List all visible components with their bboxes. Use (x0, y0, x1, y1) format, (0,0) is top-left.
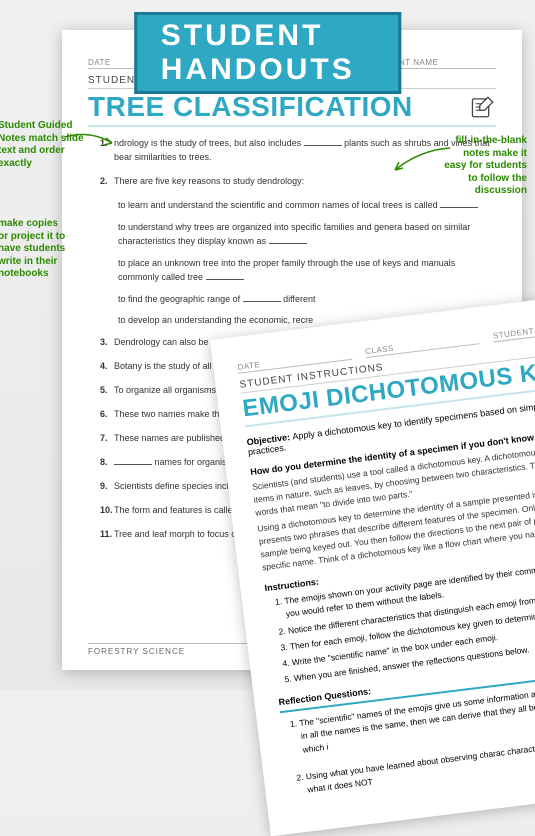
note-item: There are five key reasons to study dend… (100, 175, 496, 189)
annotation-fill-blank: fill-in-the-blank notes make it easy for… (439, 135, 527, 198)
title-banner: STUDENT HANDOUTS (134, 12, 402, 94)
note-subpoint: to place an unknown tree into the proper… (118, 257, 496, 285)
note-subpoint: to understand why trees are organized in… (118, 221, 496, 249)
note-subpoint: to learn and understand the scientific a… (118, 199, 496, 213)
doc-title: TREE CLASSIFICATION (88, 91, 413, 123)
title-banner-text: STUDENT HANDOUTS (161, 19, 355, 86)
pencil-note-icon (470, 94, 496, 120)
annotation-guided-notes: Student Guided Notes match slide text an… (0, 120, 84, 170)
note-subpoint: to find the geographic range of differen… (118, 293, 496, 307)
note-item: ndrology is the study of trees, but also… (100, 137, 496, 165)
footer-label: FORESTRY SCIENCE (88, 643, 248, 656)
annotation-make-copies: make copies or project it to have studen… (0, 218, 70, 281)
worksheet-emoji-key: DATE CLASS STUDENT NAME STUDENT INSTRUCT… (210, 289, 535, 836)
field-student-2: STUDENT NAME (492, 318, 535, 343)
doc-title-row: TREE CLASSIFICATION (88, 91, 496, 127)
